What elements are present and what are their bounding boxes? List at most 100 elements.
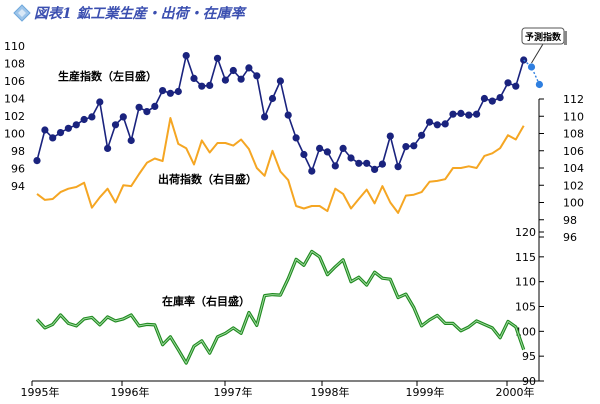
x-axis-tick-label: 2000年 xyxy=(496,385,535,399)
production-point xyxy=(488,97,496,105)
production-point xyxy=(56,129,65,137)
right-upper-axis-tick-label: 96 xyxy=(563,231,577,244)
production-point xyxy=(300,150,308,159)
forecast-callout-text: 予測指数 xyxy=(525,31,562,43)
left-axis-tick-label: 102 xyxy=(4,110,25,123)
production-point xyxy=(339,144,347,152)
forecast-callout-leader xyxy=(531,43,544,64)
production-point xyxy=(96,98,104,106)
production-point xyxy=(457,109,465,117)
right-upper-axis-tick-label: 108 xyxy=(563,128,584,141)
production-point xyxy=(371,165,379,173)
production-point xyxy=(104,144,112,152)
production-point xyxy=(237,75,245,83)
left-axis-tick-label: 96 xyxy=(11,163,25,176)
production-point xyxy=(190,74,198,82)
right-lower-axis-tick-label: 105 xyxy=(515,301,536,314)
production-point xyxy=(64,124,72,132)
production-point xyxy=(276,77,284,85)
production-point xyxy=(135,103,143,111)
production-point xyxy=(316,144,324,152)
production-point xyxy=(151,102,159,110)
production-point xyxy=(433,121,441,129)
production-point xyxy=(410,142,418,150)
right-lower-axis-tick-label: 110 xyxy=(515,276,536,289)
production-point xyxy=(166,89,174,97)
series-label-production: 生産指数（左目盛） xyxy=(58,69,157,83)
production-point xyxy=(449,110,457,118)
chart-title-group: 図表1 鉱工業生産・出荷・在庫率 xyxy=(13,4,248,22)
right-upper-axis-tick-label: 110 xyxy=(563,110,584,123)
production-point xyxy=(473,110,481,118)
production-point xyxy=(323,148,331,156)
inventory-series-line-outer xyxy=(35,249,526,365)
production-point xyxy=(378,160,386,168)
production-point xyxy=(221,76,229,84)
right-upper-axis-tick-label: 100 xyxy=(563,197,584,210)
production-point xyxy=(88,113,96,121)
production-point xyxy=(198,82,206,90)
production-point xyxy=(284,111,292,119)
production-point xyxy=(425,118,434,126)
right-lower-axis-tick-label: 115 xyxy=(515,251,536,264)
inventory-series-line-inner xyxy=(36,250,525,364)
production-point xyxy=(331,162,339,170)
left-axis-tick-label: 106 xyxy=(4,75,25,88)
production-point xyxy=(206,81,214,89)
production-point xyxy=(159,87,167,95)
production-point xyxy=(512,82,520,90)
production-point xyxy=(41,126,49,134)
production-point xyxy=(245,64,253,72)
production-point xyxy=(111,121,120,129)
production-point xyxy=(386,132,394,140)
right-upper-axis-tick-label: 106 xyxy=(563,145,584,158)
production-point xyxy=(213,54,222,62)
right-upper-axis-tick-label: 112 xyxy=(563,93,584,106)
production-point xyxy=(394,163,402,171)
production-point xyxy=(496,94,504,102)
production-point xyxy=(418,131,426,139)
x-axis-tick-label: 1996年 xyxy=(111,385,150,399)
production-point xyxy=(308,167,316,175)
left-axis-tick-label: 100 xyxy=(4,128,25,141)
production-point xyxy=(182,52,190,60)
production-point xyxy=(480,94,488,103)
x-axis-tick-label: 1998年 xyxy=(311,385,350,399)
right-lower-axis-tick-label: 95 xyxy=(522,350,536,363)
series-label-shipments: 出荷指数（右目盛） xyxy=(158,172,257,186)
production-point xyxy=(127,136,135,145)
production-point xyxy=(363,159,371,167)
left-axis-tick-label: 108 xyxy=(4,58,25,71)
forecast-point xyxy=(527,63,536,71)
x-axis-tick-label: 1995年 xyxy=(21,385,60,399)
series-layer xyxy=(33,43,544,365)
production-point xyxy=(292,134,300,142)
left-axis-tick-label: 110 xyxy=(4,40,25,53)
production-point xyxy=(80,115,88,124)
production-point xyxy=(268,94,277,103)
production-point xyxy=(229,66,237,75)
x-axis-tick-label: 1999年 xyxy=(406,385,445,399)
production-point xyxy=(174,87,182,96)
production-point xyxy=(347,154,355,162)
forecast-point xyxy=(535,80,544,89)
left-axis-tick-label: 104 xyxy=(4,93,25,106)
production-point xyxy=(253,72,261,80)
production-point xyxy=(49,134,57,142)
chart-title: 図表1 鉱工業生産・出荷・在庫率 xyxy=(34,5,248,22)
production-point xyxy=(33,157,41,165)
production-point xyxy=(143,108,151,116)
production-point xyxy=(402,143,410,151)
diamond-icon-inner xyxy=(18,9,26,17)
production-point xyxy=(504,79,512,87)
shipments-series-line xyxy=(36,117,525,214)
x-axis-tick-label: 1997年 xyxy=(214,385,253,399)
production-point xyxy=(119,113,127,121)
series-label-inventory: 在庫率（右目盛） xyxy=(162,294,250,308)
forecast-callout: 予測指数 xyxy=(521,27,567,45)
right-upper-axis-tick-label: 102 xyxy=(563,179,584,192)
left-axis-tick-label: 94 xyxy=(11,180,25,193)
production-point xyxy=(355,159,363,167)
forecast-callout-shadow xyxy=(564,31,567,45)
